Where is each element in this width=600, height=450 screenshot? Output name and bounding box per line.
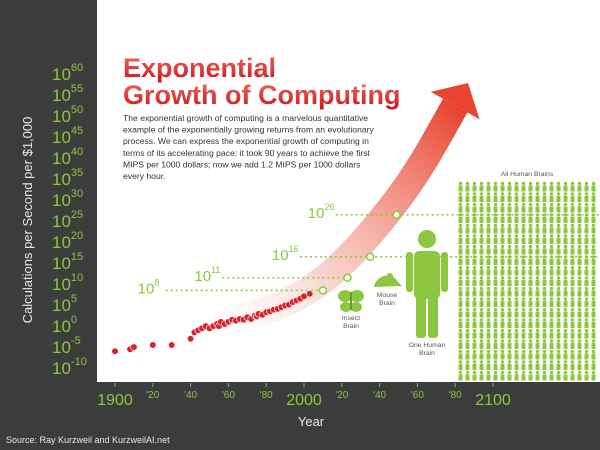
data-point: [306, 290, 314, 298]
chart-title-line2: Growth of Computing: [123, 80, 400, 110]
x-tick-label: '60: [222, 390, 235, 401]
human-figure-icon: [406, 230, 448, 338]
milestone-label: 108: [138, 277, 160, 297]
annotation-label: All Human Brains: [501, 171, 554, 178]
x-tick-label: '80: [260, 390, 273, 401]
description-line: terms of its accelerating pace: it took …: [123, 148, 371, 158]
x-tick-label: '20: [335, 390, 348, 401]
y-tick-label: 105: [52, 293, 77, 315]
x-axis-label: Year: [298, 414, 325, 429]
description-line: process. We can express the exponential …: [123, 136, 369, 146]
milestone-marker: [392, 210, 401, 220]
milestone-marker: [318, 286, 328, 295]
x-tick-label: '20: [146, 390, 159, 401]
mouse-icon: [374, 273, 402, 287]
annotation-label: One Human Brain: [409, 342, 446, 357]
y-tick-label: 100: [52, 314, 77, 336]
description-line: MIPS per 1000 dollars; now we add 1.2 MI…: [123, 159, 360, 169]
source-caption: Source: Ray Kurzweil and KurzweilAI.net: [6, 435, 170, 445]
description-line: example of the exponentially growing ret…: [123, 125, 374, 135]
annotation-label: Mouse Brain: [377, 292, 398, 307]
data-point: [111, 347, 119, 355]
x-axis-ticks: 1900 '20 '40 '60 '80 2000 '20 '40 '60 '80 2100: [97, 383, 511, 409]
chart-description: The exponential growth of computing is a…: [123, 113, 374, 181]
annotations: Insect Brain Mouse Brain One Human Brain All H…: [342, 171, 554, 357]
x-tick-label: 2100: [475, 392, 511, 409]
data-point: [130, 343, 138, 351]
data-point: [149, 341, 157, 349]
x-tick-label: 1900: [97, 392, 133, 409]
chart-title-line1: Exponential: [123, 53, 276, 83]
x-tick-label: '40: [373, 390, 386, 401]
x-tick-label: 2000: [286, 392, 322, 409]
milestone-marker: [365, 252, 375, 262]
data-point: [168, 341, 176, 349]
x-tick-label: '60: [411, 390, 424, 401]
data-point: [187, 335, 195, 343]
growth-arrow-head: [430, 82, 480, 120]
y-axis-label: Calculations per Second per $1,000: [20, 117, 35, 324]
description-line: every hour.: [123, 171, 166, 181]
butterfly-icon: [338, 290, 364, 312]
description-line: The exponential growth of computing is a…: [123, 113, 368, 123]
x-tick-label: '80: [449, 390, 462, 401]
human-crowd-icon: [458, 181, 596, 381]
milestone-marker: [343, 273, 352, 283]
x-tick-label: '40: [184, 390, 197, 401]
data-points: [111, 290, 314, 355]
annotation-label: Insect Brain: [342, 315, 360, 330]
